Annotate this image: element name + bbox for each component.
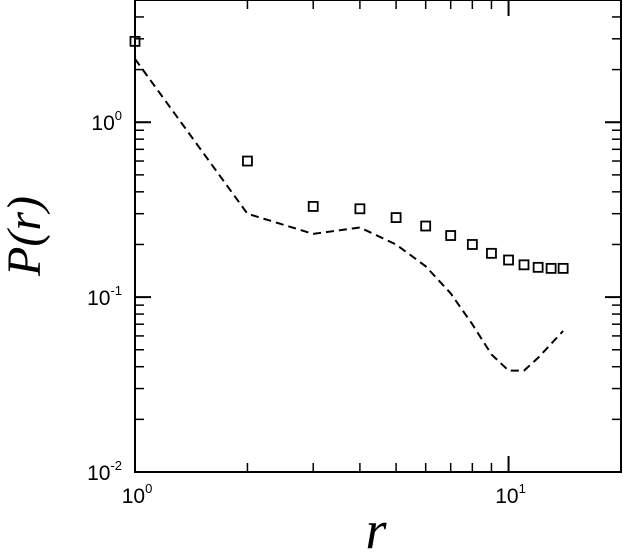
x-tick-labels: 100 101 — [122, 481, 526, 508]
minor-ticks — [135, 0, 621, 472]
square-marker — [557, 262, 569, 274]
square-marker — [307, 201, 319, 212]
square-marker — [445, 230, 457, 241]
square-marker — [503, 254, 514, 266]
square-marker — [518, 259, 530, 271]
y-tick-labels: 10-2 10-1 100 — [87, 108, 122, 485]
y-tick-label: 10-1 — [87, 283, 122, 310]
plot-frame — [134, 0, 622, 473]
square-marker — [466, 239, 478, 250]
square-marker — [242, 155, 253, 167]
x-axis-title: r — [365, 500, 387, 557]
square-marker — [486, 247, 497, 259]
x-tick-label: 100 — [122, 481, 153, 508]
square-marker — [420, 220, 432, 232]
square-marker — [532, 261, 544, 273]
dashed-series-line — [134, 58, 564, 372]
y-tick-label: 100 — [91, 108, 122, 135]
square-marker — [354, 203, 366, 215]
major-ticks — [134, 0, 621, 473]
square-marker — [129, 35, 141, 47]
series-layer — [129, 35, 569, 372]
x-tick-label: 101 — [495, 481, 526, 508]
square-marker — [545, 262, 557, 274]
y-axis-title: P(r) — [0, 196, 51, 277]
y-tick-label: 10-2 — [87, 458, 122, 485]
square-marker — [390, 212, 402, 223]
